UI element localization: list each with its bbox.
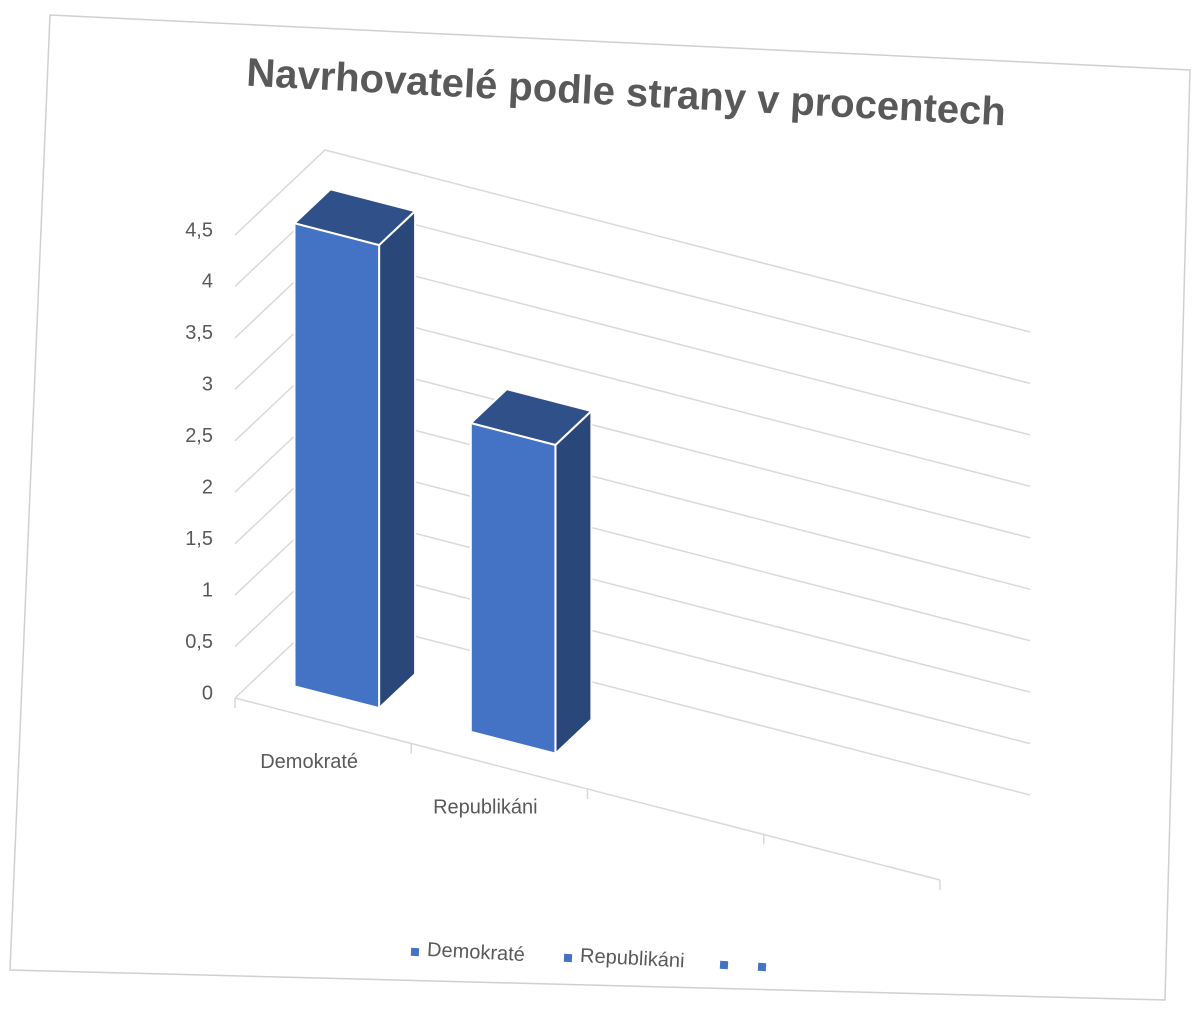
bar-side — [554, 408, 593, 756]
legend-marker — [410, 947, 420, 957]
legend-marker — [719, 960, 729, 970]
y-tick-label: 4 — [202, 271, 213, 293]
y-tick-label: 4,5 — [185, 219, 213, 241]
x-tick-label: Demokraté — [260, 751, 358, 773]
x-tick-label: Republikáni — [433, 797, 538, 819]
y-tick-label: 3,5 — [185, 322, 213, 344]
y-tick-label: 2 — [202, 477, 213, 499]
grid-line — [234, 149, 1031, 333]
y-tick-label: 1,5 — [185, 528, 213, 550]
legend-label: Demokraté — [427, 939, 526, 966]
legend-marker — [757, 962, 767, 972]
bar — [469, 421, 557, 755]
y-tick-label: 0,5 — [185, 631, 213, 653]
bar-side — [378, 208, 417, 711]
y-tick-label: 0 — [202, 682, 213, 704]
y-tick-label: 2,5 — [185, 425, 213, 447]
y-tick-label: 1 — [202, 579, 213, 601]
y-tick-label: 3 — [202, 374, 213, 396]
chart-card — [9, 14, 1191, 1001]
bar — [293, 222, 381, 710]
legend-label: Republikáni — [580, 945, 686, 972]
legend-marker — [563, 953, 573, 963]
